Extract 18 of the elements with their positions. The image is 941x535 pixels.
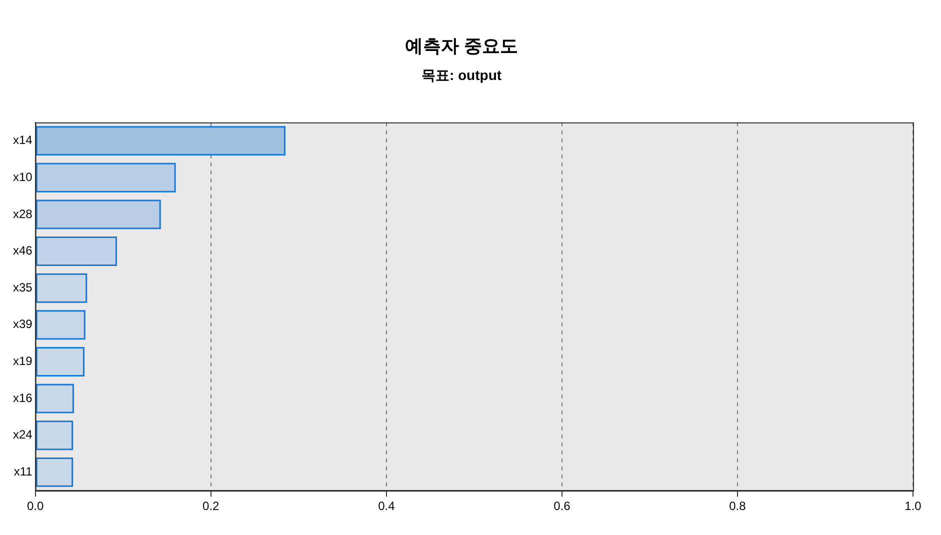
y-tick-label: x28	[12, 206, 33, 221]
x-tick-label: 0.6	[554, 499, 571, 514]
y-tick-label: x35	[12, 280, 33, 294]
x-tick-label: 0.0	[27, 499, 44, 514]
chart-title: 예측자 중요도	[404, 36, 518, 56]
y-tick-label: x11	[14, 464, 33, 479]
chart-subtitle: 목표: output	[421, 66, 502, 83]
x-tick-label: 0.4	[378, 499, 396, 514]
y-tick-label: x10	[12, 170, 33, 184]
y-tick-label: x19	[12, 354, 33, 368]
x-tick-label: 1.0	[904, 499, 922, 514]
y-tick-label: x46	[12, 244, 33, 258]
y-tick-label: x16	[12, 390, 33, 405]
x-tick-label: 0.2	[202, 499, 220, 514]
x-tick-label: 0.8	[729, 499, 746, 514]
y-tick-label: x14	[12, 133, 33, 148]
y-tick-label: x39	[12, 317, 33, 332]
y-tick-label: x24	[12, 428, 33, 442]
